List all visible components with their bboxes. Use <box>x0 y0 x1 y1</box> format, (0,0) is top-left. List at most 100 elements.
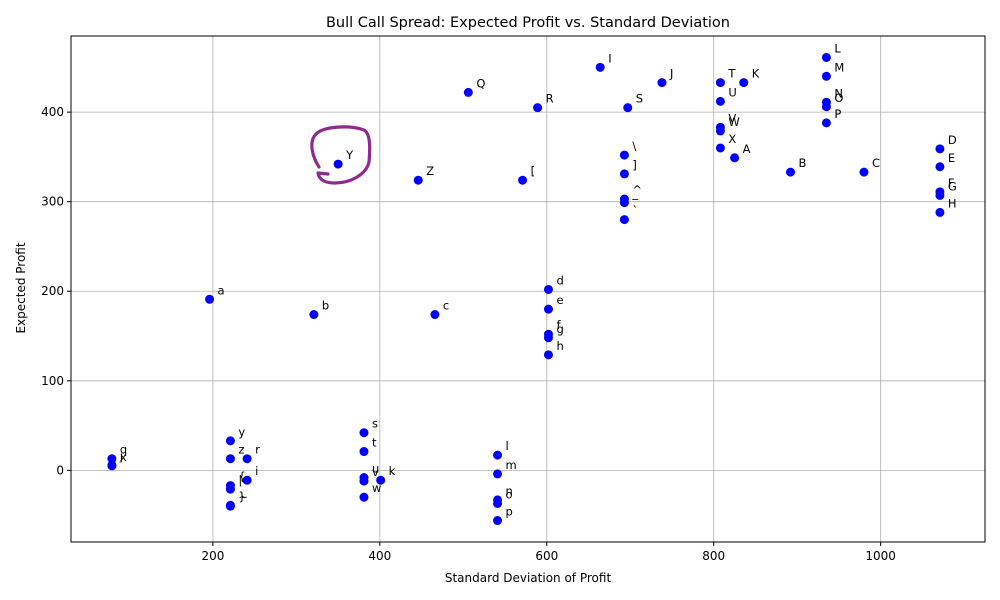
hand-drawn-annotation <box>310 125 372 185</box>
data-point <box>309 310 319 320</box>
data-point <box>493 469 503 479</box>
data-point <box>859 167 869 177</box>
y-axis-label: Expected Profit <box>14 242 28 333</box>
point-label: R <box>546 92 554 106</box>
point-label: m <box>506 458 517 472</box>
point-label: L <box>834 41 841 55</box>
data-point <box>821 71 831 81</box>
point-label: D <box>948 133 957 147</box>
point-label: I <box>608 51 611 65</box>
point-label: | <box>238 473 242 487</box>
point-label: e <box>556 293 563 307</box>
point-label: ^ <box>632 183 642 197</box>
y-tick-label: 200 <box>41 284 64 298</box>
point-label: l <box>506 439 509 453</box>
point-label: S <box>636 92 643 106</box>
data-point <box>493 516 503 526</box>
data-point <box>359 476 369 486</box>
point-label: i <box>255 464 258 478</box>
data-point <box>225 501 235 511</box>
data-point <box>242 475 252 485</box>
data-point <box>359 447 369 457</box>
point-label: n <box>506 484 513 498</box>
point-label: b <box>322 299 329 313</box>
point-label: O <box>834 91 843 105</box>
x-tick-label: 200 <box>201 549 224 563</box>
point-label: Q <box>476 76 485 90</box>
data-point <box>463 87 473 97</box>
point-label: T <box>727 67 736 81</box>
data-point <box>359 492 369 502</box>
data-point <box>225 436 235 446</box>
grid <box>71 36 985 542</box>
data-point <box>493 450 503 460</box>
data-point <box>935 162 945 172</box>
point-label: C <box>872 156 880 170</box>
point-label: A <box>743 142 751 156</box>
point-label: r <box>255 443 260 457</box>
data-point <box>225 484 235 494</box>
point-label: o <box>506 487 513 501</box>
x-tick-label: 600 <box>535 549 558 563</box>
data-point <box>543 284 553 294</box>
data-point <box>619 150 629 160</box>
data-point <box>107 454 117 464</box>
annotation-stroke <box>310 125 372 185</box>
y-tick-label: 0 <box>56 463 64 477</box>
data-point <box>657 78 667 88</box>
point-label: [ <box>531 164 536 178</box>
data-point <box>623 103 633 113</box>
data-point <box>786 167 796 177</box>
data-point <box>730 153 740 163</box>
data-point <box>821 118 831 128</box>
point-label: V <box>728 111 736 125</box>
data-point <box>242 454 252 464</box>
point-label: v <box>372 465 379 479</box>
point-label: c <box>443 299 449 313</box>
point-label: U <box>728 85 736 99</box>
point-label: J <box>669 67 673 81</box>
data-point <box>739 78 749 88</box>
data-point <box>821 52 831 62</box>
x-axis-ticks: 200 400 600 800 1000 <box>201 542 896 563</box>
data-point <box>359 428 369 438</box>
point-label: ` <box>632 204 638 218</box>
point-label: N <box>834 86 843 100</box>
point-label: G <box>948 179 957 193</box>
x-tick-label: 800 <box>702 549 725 563</box>
point-label: P <box>834 107 841 121</box>
data-point <box>430 310 440 320</box>
point-label: H <box>948 196 957 210</box>
point-label: ~ <box>238 490 248 504</box>
point-label: h <box>556 339 563 353</box>
point-label: u <box>372 462 379 476</box>
point-label: Y <box>345 148 354 162</box>
point-label: s <box>372 417 378 431</box>
point-label: p <box>506 505 513 519</box>
data-point <box>543 350 553 360</box>
point-label: M <box>834 60 844 74</box>
point-label: d <box>556 273 563 287</box>
data-point <box>543 333 553 343</box>
point-label: \ <box>632 139 636 153</box>
data-point <box>518 175 528 185</box>
point-label: } <box>238 489 245 503</box>
data-point <box>205 294 215 304</box>
y-tick-label: 300 <box>41 195 64 209</box>
point-label: X <box>728 132 736 146</box>
data-point <box>333 159 343 169</box>
data-point <box>493 498 503 508</box>
data-point <box>376 475 386 485</box>
point-label: Z <box>426 164 434 178</box>
point-label: g <box>556 322 563 336</box>
y-tick-label: 400 <box>41 105 64 119</box>
plot-frame <box>70 35 986 543</box>
x-tick-label: 400 <box>368 549 391 563</box>
x-tick-label: 1000 <box>865 549 896 563</box>
point-label: z <box>238 443 244 457</box>
point-label: w <box>372 481 381 495</box>
point-label: q <box>120 443 127 457</box>
